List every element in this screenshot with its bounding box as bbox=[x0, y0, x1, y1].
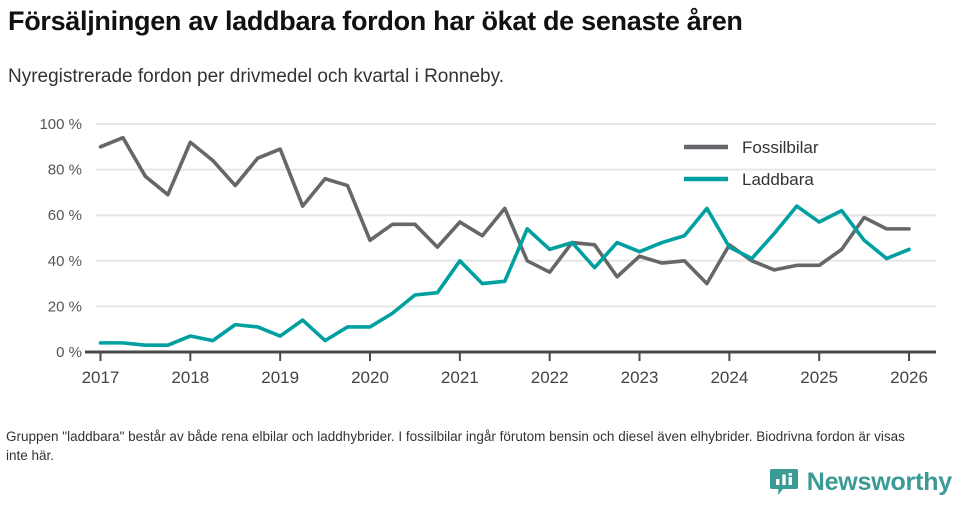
y-tick-label: 0 % bbox=[56, 344, 82, 361]
y-tick-label: 20 % bbox=[48, 298, 82, 315]
x-tick-label: 2026 bbox=[890, 368, 928, 387]
x-tick-label: 2018 bbox=[171, 368, 209, 387]
chart-gridlines bbox=[96, 123, 936, 308]
brand-name: Newsworthy bbox=[806, 467, 952, 496]
bar-chart-bubble-icon bbox=[769, 469, 798, 495]
series-line-fossilbilar bbox=[98, 135, 911, 286]
legend-label-fossilbilar: Fossilbilar bbox=[742, 138, 819, 157]
x-tick-label: 2017 bbox=[82, 368, 120, 387]
y-tick-label: 60 % bbox=[48, 207, 82, 224]
chart-container: 0 % 20 % 40 % 60 % 80 % 100 % 2017 2018 2019 202… bbox=[0, 105, 960, 395]
x-tick-label: 2023 bbox=[621, 368, 659, 387]
x-tick-label: 2024 bbox=[710, 368, 748, 387]
page-subtitle: Nyregistrerade fordon per drivmedel och … bbox=[8, 66, 504, 87]
x-axis-tick-labels: 2017 2018 2019 2020 2021 2022 2023 2024 2025 2026 bbox=[82, 368, 928, 387]
x-tick-label: 2021 bbox=[441, 368, 479, 387]
x-tick-label: 2022 bbox=[531, 368, 569, 387]
newsworthy-logo[interactable]: Newsworthy bbox=[769, 467, 952, 497]
chart-footnote: Gruppen "laddbara" består av både rena e… bbox=[6, 429, 905, 464]
y-tick-label: 100 % bbox=[39, 116, 82, 133]
legend-label-laddbara: Laddbara bbox=[742, 170, 814, 189]
chart-legend: Fossilbilar Laddbara bbox=[684, 138, 819, 189]
page-title: Försäljningen av laddbara fordon har öka… bbox=[8, 6, 743, 36]
x-tick-label: 2025 bbox=[800, 368, 838, 387]
chart-series-lines bbox=[98, 135, 911, 347]
y-tick-label: 40 % bbox=[48, 253, 82, 270]
line-chart: 0 % 20 % 40 % 60 % 80 % 100 % 2017 2018 2019 202… bbox=[39, 116, 936, 387]
x-tick-label: 2019 bbox=[261, 368, 299, 387]
series-line-laddbara bbox=[98, 204, 911, 347]
x-tick-label: 2020 bbox=[351, 368, 389, 387]
x-axis bbox=[85, 350, 936, 361]
y-axis-tick-labels: 0 % 20 % 40 % 60 % 80 % 100 % bbox=[39, 116, 82, 361]
y-tick-label: 80 % bbox=[48, 162, 82, 179]
